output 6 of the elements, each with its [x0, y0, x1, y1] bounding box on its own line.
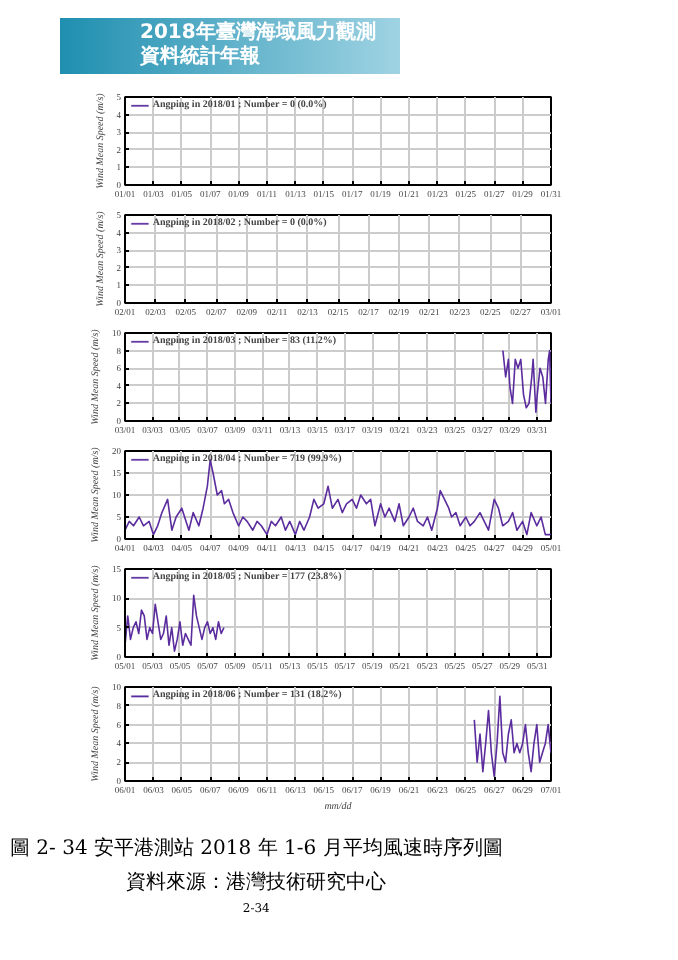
caption: 圖 2- 34 安平港測站 2018 年 1-6 月平均風速時序列圖	[10, 835, 503, 862]
line-series	[125, 594, 225, 652]
text: 2018年臺灣海域風力觀測資料統計年報	[60, 18, 400, 74]
line-series	[502, 349, 551, 413]
line-series	[473, 695, 551, 778]
source-note: 資料來源：港灣技術研究中心	[124, 869, 389, 896]
